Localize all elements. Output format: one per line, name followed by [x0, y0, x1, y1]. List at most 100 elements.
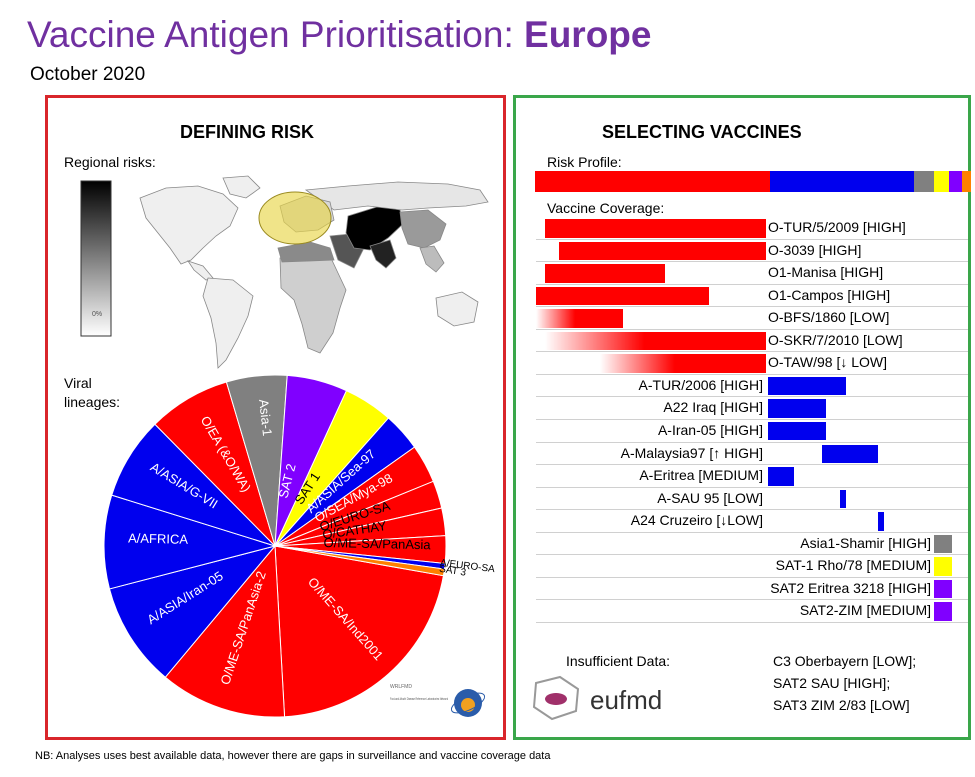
vaccine-label: SAT-1 Rho/78 [MEDIUM] [775, 557, 931, 574]
eufmd-logo-text: eufmd [590, 685, 662, 715]
vaccine-coverage-bar [768, 421, 826, 441]
insufficient-data-label: Insufficient Data: [566, 653, 671, 669]
vaccine-coverage-bar [934, 579, 952, 599]
risk-profile-bar [535, 171, 971, 192]
wrlfmd-logo-text: Foot-and-Mouth Disease Reference Laborat… [390, 697, 448, 701]
viral-lineages-label-1: Viral [64, 375, 92, 391]
pie-slice [103, 494, 277, 590]
pie-slice-label: SAT 3 [438, 564, 467, 579]
viral-lineages-label-2: lineages: [64, 394, 121, 410]
eufmd-logo: eufmd [532, 675, 662, 721]
risk-profile-label: Risk Profile: [547, 154, 622, 170]
vaccine-label: O1-Manisa [HIGH] [768, 264, 884, 281]
wrlfmd-logo-core-icon [461, 698, 475, 712]
vaccine-coverage-bar [878, 512, 884, 531]
pie-slice-label: O/ME-SA/PanAsia [323, 535, 431, 552]
vaccine-label: O-SKR/7/2010 [LOW] [768, 331, 903, 348]
vaccine-row-divider [536, 599, 968, 601]
vaccine-row-divider [536, 351, 968, 353]
vaccine-row-divider [536, 486, 968, 488]
vaccine-coverage-bar [559, 241, 766, 261]
world-map [139, 175, 489, 369]
vaccine-coverage-bar [768, 399, 826, 418]
map-australia [435, 291, 479, 327]
vaccine-coverage-bar [536, 309, 624, 328]
vaccine-coverage-label: Vaccine Coverage: [547, 200, 665, 216]
wrlfmd-logo-orbit-icon [450, 692, 486, 714]
risk-profile-segment [962, 171, 971, 192]
selecting-vaccines-heading: SELECTING VACCINES [602, 122, 802, 142]
map-south-america [202, 277, 254, 369]
pie-slice [274, 545, 444, 718]
vaccine-row-divider [536, 576, 968, 578]
vaccine-row-divider [536, 531, 968, 533]
footnote: NB: Analyses uses best available data, h… [35, 750, 551, 762]
vaccine-label: A-Iran-05 [HIGH] [657, 421, 763, 438]
vaccine-label: O-BFS/1860 [LOW] [768, 309, 890, 326]
vaccine-coverage-bar [536, 286, 709, 306]
insufficient-data-line: SAT3 ZIM 2/83 [LOW] [773, 697, 910, 713]
vaccine-row-divider [536, 418, 968, 420]
viral-lineages-pie-chart: O/ME-SA/Ind2001O/ME-SA/PanAsia-2A/ASIA/I… [103, 374, 496, 718]
vaccine-label: O-TUR/5/2009 [HIGH] [768, 219, 906, 235]
pie-slice-label: Asia-1 [256, 399, 275, 437]
vaccine-row-divider [536, 261, 968, 263]
risk-profile-segment [770, 171, 915, 192]
map-north-america [139, 185, 239, 265]
vaccine-coverage-bar [840, 489, 846, 509]
vaccine-coverage-bar [545, 331, 766, 351]
map-south-asia [369, 239, 397, 269]
vaccine-row-divider [536, 306, 968, 308]
vaccine-coverage-bar [934, 534, 952, 554]
wrlfmd-logo-short: WRLFMD [390, 684, 412, 690]
vaccine-coverage-bar [768, 467, 794, 486]
vaccine-row-divider [536, 509, 968, 511]
insufficient-data-line: SAT2 SAU [HIGH]; [773, 675, 891, 691]
defining-risk-panel: DEFINING RISK Regional risks: 0% [45, 95, 506, 740]
risk-legend-gradient [80, 180, 112, 337]
map-russia [304, 181, 489, 211]
pie-slice [164, 544, 286, 718]
regional-risks-label: Regional risks: [64, 154, 156, 170]
vaccine-row-divider [536, 621, 968, 623]
map-southeast-asia [419, 245, 445, 273]
pie-slice [108, 545, 277, 678]
map-greenland [222, 175, 261, 199]
risk-legend-low-label: 0% [92, 311, 102, 318]
vaccine-label: SAT2-ZIM [MEDIUM] [799, 602, 931, 619]
vaccine-row-divider [536, 328, 968, 330]
vaccine-coverage-bar [600, 354, 766, 373]
insufficient-data-line: C3 Oberbayern [LOW]; [773, 653, 917, 669]
defining-risk-heading: DEFINING RISK [180, 122, 315, 142]
regional-risk-map: 0% [80, 175, 489, 369]
vaccine-label: A-TUR/2006 [HIGH] [638, 376, 763, 393]
selecting-vaccines-panel: SELECTING VACCINES Risk Profile: Vaccine… [513, 95, 971, 740]
risk-profile-segment [933, 171, 950, 192]
vaccine-row-divider [536, 283, 968, 285]
vaccine-row-divider [536, 441, 968, 443]
vaccine-label: A-Malaysia97 [↑ HIGH] [620, 444, 763, 461]
vaccine-coverage-bar [934, 557, 952, 576]
map-east-asia [399, 209, 447, 249]
vaccine-label: A22 Iraq [HIGH] [663, 399, 763, 416]
vaccine-coverage-chart: O-TUR/5/2009 [HIGH] O-3039 [HIGH] O1-Manis… [516, 98, 968, 638]
vaccine-coverage-bar [934, 602, 952, 621]
vaccine-label: A-Eritrea [MEDIUM] [639, 467, 763, 484]
vaccine-label: Asia1-Shamir [HIGH] [800, 534, 931, 551]
risk-profile-segment [949, 171, 963, 192]
vaccine-row-divider [536, 373, 968, 375]
vaccine-label: A-SAU 95 [LOW] [657, 489, 763, 506]
vaccine-row-divider [536, 396, 968, 398]
vaccine-coverage-bar [822, 444, 878, 464]
pie-slice-label: A/AFRICA [128, 530, 189, 546]
vaccine-coverage-bar [768, 376, 846, 396]
pie-slice [274, 545, 445, 577]
vaccine-label: A24 Cruzeiro [↓LOW] [630, 512, 763, 529]
eufmd-animal-icon [545, 693, 567, 705]
wrlfmd-logo: WRLFMD Foot-and-Mouth Disease Reference … [390, 684, 486, 717]
report-date: October 2020 [30, 64, 146, 85]
vaccine-row-divider [536, 464, 968, 466]
vaccine-label: SAT2 Eritrea 3218 [HIGH] [770, 579, 931, 596]
vaccine-row-divider [536, 238, 968, 240]
page-title: Vaccine Antigen Prioritisation: Europe [27, 14, 652, 55]
